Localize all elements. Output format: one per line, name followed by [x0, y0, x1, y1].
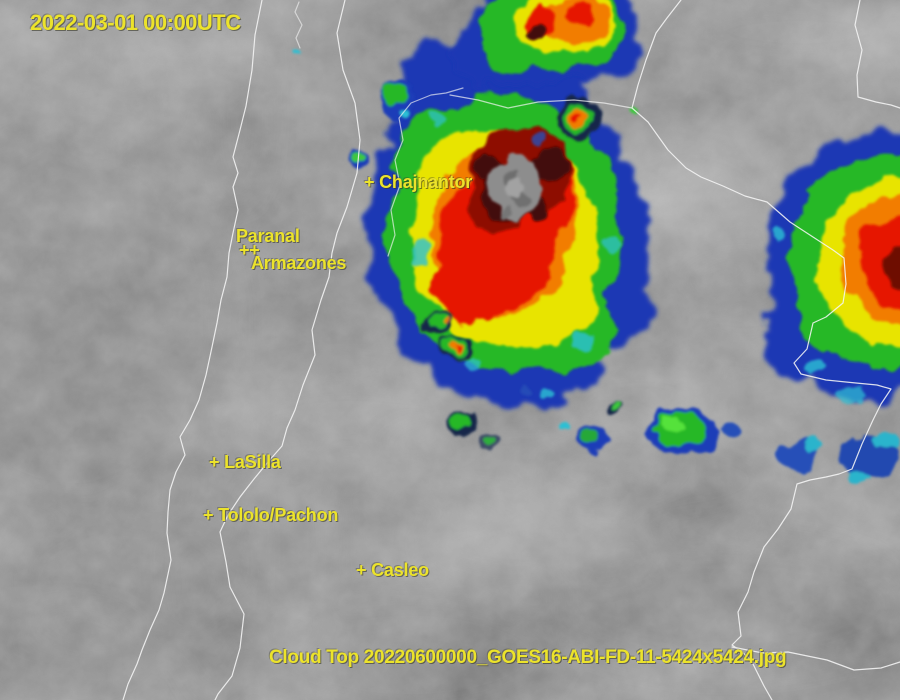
- overshooting-top: [491, 153, 541, 220]
- border-chajnantor: [387, 87, 464, 257]
- border-horizontal: [449, 94, 633, 109]
- border-northeast: [631, 0, 892, 700]
- storm-right: [764, 134, 900, 403]
- storm-top: [454, 0, 645, 85]
- storm-cells-left: [348, 79, 415, 169]
- coastline: [122, 0, 263, 700]
- border-squiggle-top: [294, 1, 303, 49]
- border-lines: [122, 0, 900, 700]
- storm-cells-mid: [422, 311, 471, 359]
- border-andes: [214, 0, 361, 700]
- storm-cell-small: [555, 97, 601, 143]
- border-top-right: [854, 0, 900, 109]
- border-branch-east: [731, 646, 900, 671]
- tiny-specks: [293, 49, 641, 143]
- storm-cells-row: [445, 385, 899, 486]
